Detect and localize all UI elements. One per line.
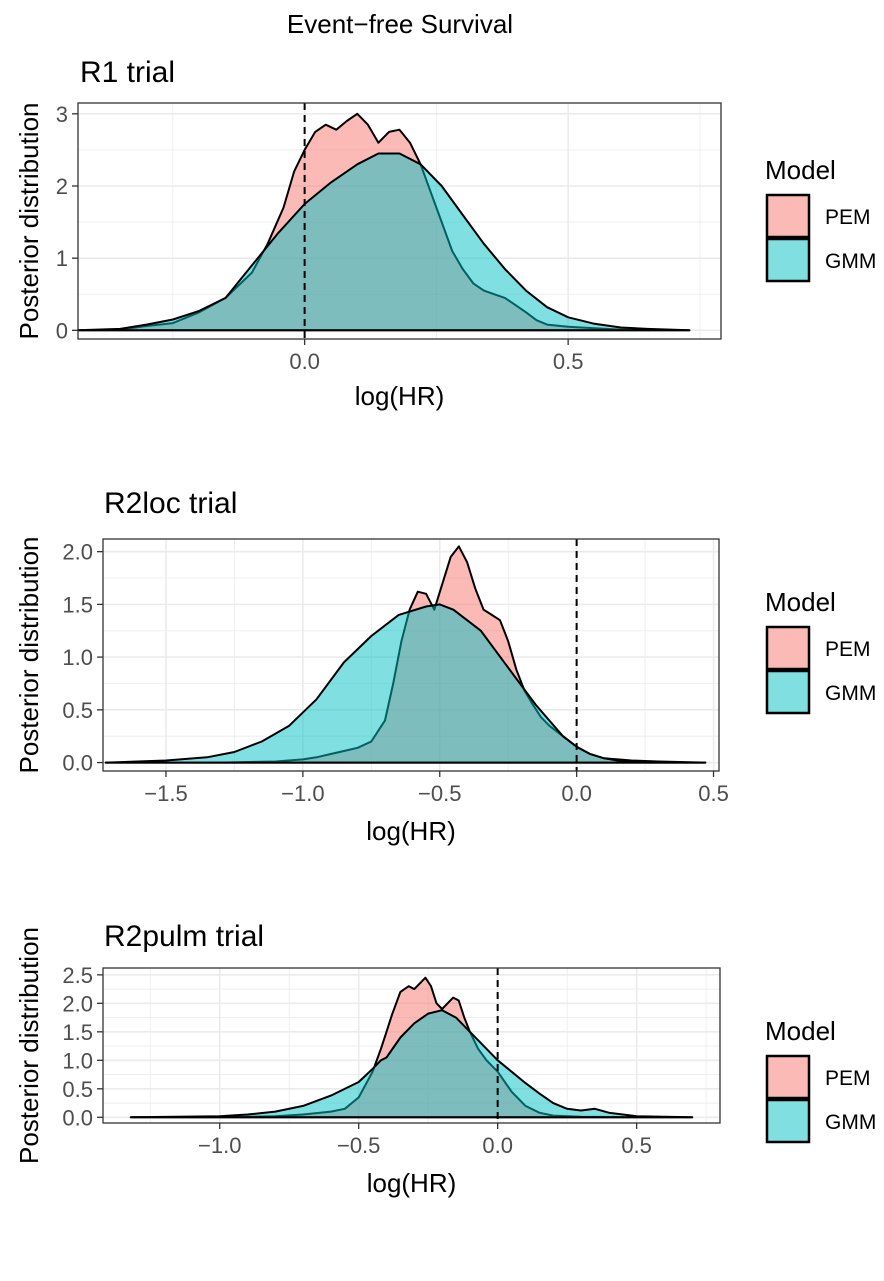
density-gmm [129, 1009, 694, 1119]
x-tick-label: 0.5 [698, 781, 729, 806]
x-axis-label: log(HR) [367, 1168, 457, 1198]
legend-key-pem [765, 625, 811, 671]
legend-label: PEM [825, 206, 871, 229]
legend-key-pem [765, 1054, 811, 1100]
density-gmm [77, 152, 691, 332]
y-tick-label: 0.5 [62, 698, 93, 723]
y-tick-label: 1.0 [62, 1048, 93, 1073]
legend-key-pem [765, 193, 811, 239]
y-tick-label: 0.0 [62, 751, 93, 776]
legend-key-gmm [765, 669, 811, 715]
density-gmm [104, 603, 707, 764]
y-tick-label: 2.0 [62, 540, 93, 565]
legend-label: PEM [825, 638, 871, 661]
y-tick-label: 2 [56, 174, 68, 199]
y-tick-label: 1.5 [62, 592, 93, 617]
x-tick-label: −0.5 [418, 781, 461, 806]
x-tick-label: 0.0 [482, 1133, 513, 1158]
legend-title: Model [765, 587, 836, 617]
x-axis-label: log(HR) [355, 381, 445, 411]
legend: Model PEM GMM [765, 587, 876, 715]
panel-2: −1.0 −0.5 0.0 0.5 0.0 0.5 1.0 1.5 2.0 2.5 R2pulm t… [14, 920, 876, 1198]
legend: Model PEM GMM [765, 155, 876, 283]
y-axis-label: Posterior distribution [14, 103, 44, 340]
panels: 0.0 0.5 0 1 2 3 R1 trial log(HR) Posterior distr… [14, 56, 876, 1198]
y-tick-label: 3 [56, 102, 68, 127]
legend-title: Model [765, 1016, 836, 1046]
legend: Model PEM GMM [765, 1016, 876, 1144]
y-tick-label: 0.0 [62, 1105, 93, 1130]
legend-title: Model [765, 155, 836, 185]
y-tick-label: 0 [56, 318, 68, 343]
panel-border [102, 538, 720, 772]
x-tick-label: 0.0 [561, 781, 592, 806]
panel-0: 0.0 0.5 0 1 2 3 R1 trial log(HR) Posterior distr… [14, 56, 876, 411]
x-tick-label: 0.5 [621, 1133, 652, 1158]
legend-label: GMM [825, 250, 876, 273]
panel-title: R2pulm trial [104, 920, 264, 953]
panel-title: R2loc trial [104, 487, 237, 520]
y-tick-label: 1 [56, 246, 68, 271]
panel-border [77, 102, 722, 340]
legend-label: PEM [825, 1067, 871, 1090]
panel-1: −1.5 −1.0 −0.5 0.0 0.5 0.0 0.5 1.0 1.5 2.0 R2loc t… [14, 487, 876, 846]
y-tick-label: 1.5 [62, 1020, 93, 1045]
panel-title: R1 trial [80, 56, 175, 89]
y-tick-label: 0.5 [62, 1077, 93, 1102]
legend-label: GMM [825, 682, 876, 705]
x-tick-label: −1.0 [198, 1133, 241, 1158]
x-axis-label: log(HR) [366, 816, 456, 846]
y-tick-label: 1.0 [62, 645, 93, 670]
x-tick-label: −0.5 [337, 1133, 380, 1158]
y-axis-label: Posterior distribution [14, 537, 44, 774]
figure-title: Event−free Survival [287, 9, 513, 39]
x-tick-label: −1.5 [144, 781, 187, 806]
y-axis-label: Posterior distribution [14, 927, 44, 1164]
x-tick-label: 0.0 [289, 349, 320, 374]
legend-key-gmm [765, 1098, 811, 1144]
y-tick-label: 2.0 [62, 991, 93, 1016]
legend-key-gmm [765, 237, 811, 283]
x-tick-label: −1.0 [281, 781, 324, 806]
y-tick-label: 2.5 [62, 963, 93, 988]
legend-label: GMM [825, 1111, 876, 1134]
x-tick-label: 0.5 [553, 349, 584, 374]
panel-border [102, 967, 721, 1124]
